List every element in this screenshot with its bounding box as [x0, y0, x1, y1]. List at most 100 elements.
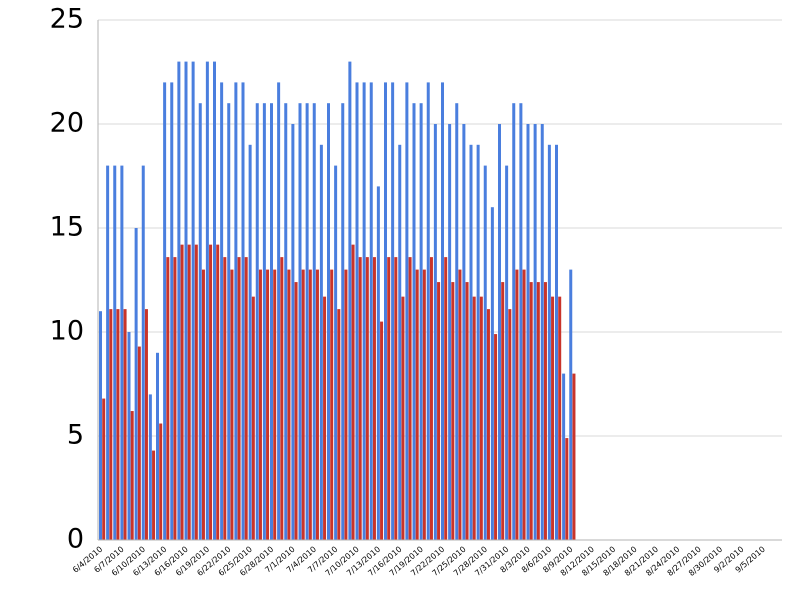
bar — [376, 186, 380, 540]
bar — [248, 144, 252, 541]
bar — [209, 244, 213, 540]
bar — [191, 61, 195, 540]
bar — [159, 423, 163, 540]
bar — [234, 82, 238, 541]
bar — [315, 269, 319, 540]
bar — [284, 103, 288, 540]
bar — [170, 82, 174, 541]
bar — [312, 103, 316, 540]
bar — [494, 334, 498, 540]
bar — [555, 144, 558, 541]
bar — [408, 257, 412, 540]
bar — [412, 103, 416, 540]
bar — [483, 165, 487, 540]
bar — [216, 244, 220, 540]
bar — [123, 309, 127, 540]
bar — [455, 103, 459, 540]
bar — [526, 124, 530, 540]
bar — [152, 450, 156, 540]
bar — [429, 257, 433, 540]
bar — [241, 82, 245, 541]
bar — [358, 257, 362, 540]
bar — [166, 257, 170, 540]
y-tick-label: 20 — [50, 108, 84, 139]
bar — [398, 144, 402, 541]
bar — [262, 103, 266, 540]
bar — [287, 269, 291, 540]
bar — [319, 144, 323, 541]
bar — [177, 61, 181, 540]
bar — [458, 269, 462, 540]
bar — [476, 144, 480, 541]
bar — [362, 82, 366, 541]
bar — [547, 144, 551, 541]
bar — [469, 144, 473, 541]
bar — [519, 103, 523, 540]
bar — [330, 269, 334, 540]
bar — [255, 103, 259, 540]
bar — [301, 269, 305, 540]
bar — [130, 411, 134, 540]
bar — [213, 61, 216, 540]
bar — [562, 373, 566, 540]
bar — [422, 269, 426, 540]
bar — [365, 257, 369, 540]
bar — [415, 269, 419, 540]
bar — [448, 124, 452, 540]
bar — [444, 257, 448, 540]
bar — [294, 282, 298, 540]
bar — [401, 296, 405, 540]
bar — [543, 282, 547, 540]
bar — [298, 103, 302, 540]
bar — [230, 269, 234, 540]
bar — [572, 373, 576, 540]
bar — [180, 244, 184, 540]
bar — [569, 269, 573, 540]
bar — [490, 207, 494, 540]
bar — [237, 257, 241, 540]
bar — [337, 309, 341, 540]
bar — [99, 311, 102, 540]
bar — [348, 61, 352, 540]
y-tick-label: 15 — [50, 212, 84, 243]
bar — [529, 282, 533, 540]
bar — [465, 282, 469, 540]
bar — [258, 269, 262, 540]
bar — [280, 257, 284, 540]
bar — [277, 82, 281, 541]
bar — [472, 296, 476, 540]
bar — [251, 296, 255, 540]
y-tick-label: 0 — [67, 524, 84, 555]
bar — [387, 257, 391, 540]
bar — [533, 124, 537, 540]
bar — [441, 82, 444, 541]
bar — [405, 82, 409, 541]
bar — [462, 124, 466, 540]
bar — [194, 244, 198, 540]
bar — [134, 228, 138, 540]
bar — [369, 82, 373, 541]
bar — [244, 257, 248, 540]
bar — [223, 257, 227, 540]
bar — [220, 82, 224, 541]
bar — [270, 103, 273, 540]
bar — [351, 244, 355, 540]
bar — [323, 296, 327, 540]
bar — [391, 82, 395, 541]
bar — [156, 352, 159, 540]
bar — [201, 269, 205, 540]
bar — [127, 332, 131, 540]
bar — [184, 61, 188, 540]
bar — [565, 438, 569, 540]
bar — [266, 269, 270, 540]
bar — [116, 309, 120, 540]
bar — [505, 165, 509, 540]
bar — [433, 124, 437, 540]
bar — [355, 82, 359, 541]
bar — [120, 165, 124, 540]
bar — [327, 103, 330, 540]
bar — [479, 296, 483, 540]
bar — [273, 269, 277, 540]
bar — [437, 282, 441, 540]
